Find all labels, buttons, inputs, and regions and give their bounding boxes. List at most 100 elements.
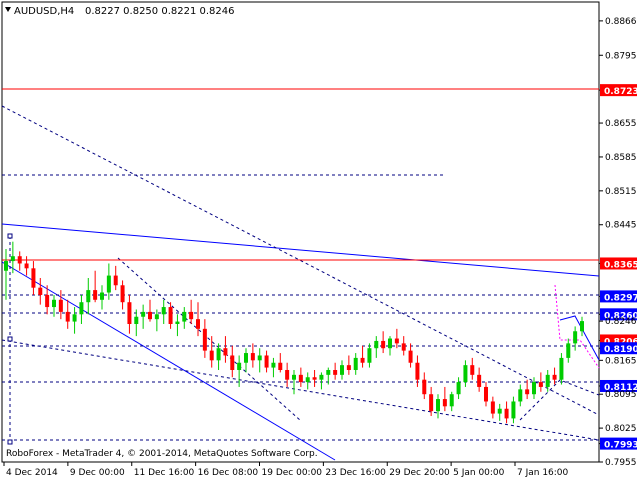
price-tick-label: 0.8515 — [605, 187, 637, 197]
candle — [346, 355, 351, 375]
analysis-lines — [1, 88, 600, 461]
candle — [484, 382, 488, 407]
candle-body — [333, 370, 338, 375]
candle-body — [566, 343, 571, 358]
channel-line-mid — [117, 257, 301, 421]
candle — [367, 343, 372, 368]
candle-body — [285, 370, 290, 380]
candle-body — [182, 311, 187, 322]
candle — [559, 353, 564, 385]
candle — [401, 336, 406, 356]
candle — [10, 241, 15, 274]
candle — [422, 372, 427, 400]
candle — [38, 278, 43, 305]
candle — [209, 336, 214, 368]
candle-body — [202, 328, 207, 351]
time-tick-label: 29 Dec 20:00 — [389, 468, 450, 478]
candle-body — [113, 275, 118, 286]
candle — [497, 403, 502, 421]
candle — [161, 299, 166, 324]
candle — [148, 299, 152, 322]
marker-handle-bottom[interactable] — [7, 439, 13, 445]
marker-handle-mid[interactable] — [7, 336, 13, 342]
candle-body — [154, 314, 159, 320]
price-tag-bg — [600, 290, 637, 303]
price-tag-label: 0.7993 — [604, 441, 639, 451]
candle-body — [518, 389, 523, 402]
candle-body — [65, 311, 70, 322]
candle-body — [490, 401, 495, 414]
candle-body — [312, 377, 317, 380]
candle — [65, 299, 70, 329]
marker-handle-top[interactable] — [7, 233, 13, 239]
candle-body — [360, 357, 365, 363]
candle — [278, 353, 283, 373]
time-tick-label: 4 Dec 2014 — [6, 468, 58, 478]
candle — [319, 372, 324, 390]
price-tag-label: 0.8297 — [604, 293, 639, 303]
candle-body — [161, 307, 166, 315]
candle — [456, 377, 461, 400]
price-tag-label: 0.8723 — [604, 87, 639, 97]
time-tick-label: 11 Dec 16:00 — [134, 468, 195, 478]
price-tag-bg — [600, 257, 637, 270]
price-tick-label: 0.8795 — [605, 51, 637, 61]
candle-body — [58, 299, 63, 312]
candle-body — [497, 408, 502, 414]
candle — [79, 294, 84, 324]
price-tag-label: 0.8365 — [604, 260, 639, 270]
candle — [86, 278, 91, 315]
candle-body — [346, 365, 351, 370]
trendline-long[interactable] — [1, 223, 600, 277]
candle — [408, 343, 413, 368]
candle — [525, 379, 530, 400]
candle-body — [449, 394, 454, 407]
forecast-path — [559, 315, 600, 361]
candle — [113, 265, 118, 291]
candle-body — [292, 374, 296, 380]
candle — [292, 370, 296, 395]
candle — [45, 285, 50, 315]
candle-body — [429, 394, 434, 412]
time-tick-label: 5 Jan 00:00 — [453, 468, 505, 478]
candle-body — [504, 408, 509, 419]
candle-body — [278, 362, 283, 370]
candle-body — [134, 316, 139, 324]
candle-body — [573, 331, 578, 344]
candle — [17, 251, 22, 271]
candle-body — [511, 401, 516, 419]
candle-body — [477, 374, 482, 387]
candle — [388, 336, 392, 356]
candle-body — [141, 311, 146, 317]
candle-body — [230, 355, 235, 370]
channel-line-lower — [1, 339, 600, 441]
candle-body — [422, 379, 427, 395]
candle — [271, 357, 276, 378]
candle — [127, 294, 132, 334]
candle — [189, 299, 194, 324]
candle-body — [52, 299, 56, 308]
candle — [31, 261, 36, 295]
price-tick-label: 0.8025 — [605, 424, 637, 434]
candle — [573, 326, 578, 351]
candle-body — [86, 290, 91, 303]
collapse-triangle-icon[interactable] — [5, 7, 11, 12]
price-tag-label: 0.8190 — [604, 345, 639, 355]
candle-body — [484, 386, 488, 402]
candle — [285, 362, 290, 387]
candle-body — [408, 350, 413, 363]
candle-body — [257, 355, 262, 361]
candle — [360, 345, 365, 368]
candle — [52, 294, 56, 317]
candle-body — [305, 377, 310, 383]
candle — [223, 336, 228, 363]
candle — [532, 377, 536, 400]
candle-body — [24, 263, 29, 269]
chart-symbol: AUDUSD,H4 — [14, 6, 74, 17]
candle-body — [38, 287, 43, 295]
candle — [298, 367, 303, 387]
candle-body — [45, 294, 50, 308]
